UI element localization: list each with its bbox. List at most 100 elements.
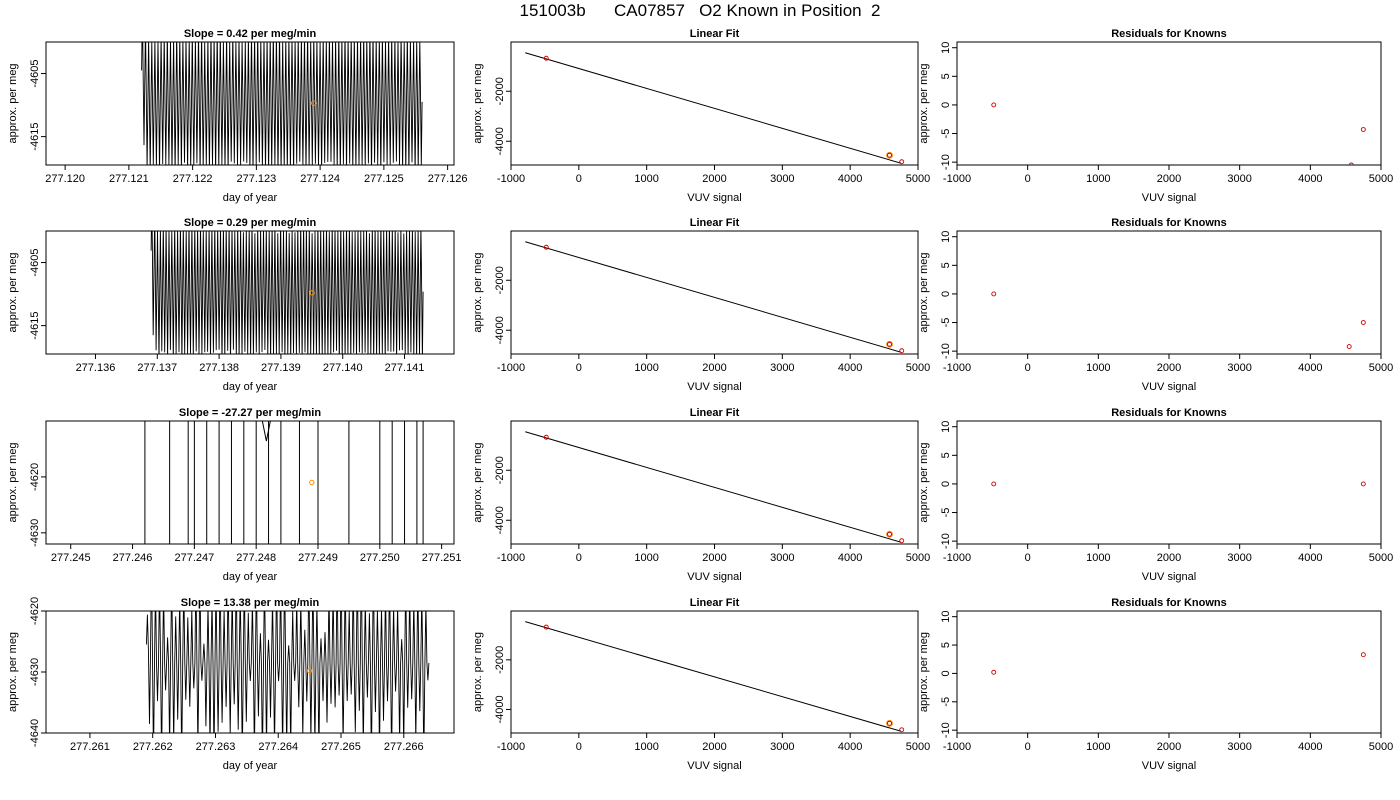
r4-resid-ytick-label: 0 bbox=[940, 670, 952, 676]
r1-linfit-data-point bbox=[887, 152, 892, 158]
r1-resid-frame bbox=[956, 41, 1382, 166]
r4-linfit-panel: Linear Fit -1000 0 1000 2000 3000 4000 5000 -200… bbox=[472, 597, 930, 772]
r2-resid-ytick-label: 5 bbox=[940, 262, 952, 268]
r1-resid-xtick-label: 5000 bbox=[1369, 173, 1393, 185]
r3-linfit-fit-line bbox=[525, 431, 902, 543]
r3-timeseries-xtick-label: 277.250 bbox=[360, 552, 400, 564]
r2-linfit-highlight-point bbox=[886, 340, 893, 348]
r4-timeseries-xtick-label: 277.263 bbox=[196, 741, 236, 753]
r3-linfit-xlabel: VUV signal bbox=[687, 571, 741, 583]
r3-timeseries-marker bbox=[309, 479, 315, 486]
r2-timeseries-xtick-label: 277.140 bbox=[323, 362, 363, 374]
r1-resid-data-point bbox=[1348, 162, 1354, 165]
r2-resid-data-point bbox=[1346, 344, 1352, 350]
r1-linfit-highlight-point bbox=[886, 151, 893, 159]
r1-resid-ytick-label: -5 bbox=[940, 129, 952, 139]
r3-resid-ylabel: approx. per meg bbox=[918, 442, 930, 522]
r1-resid-ytick-label: 10 bbox=[940, 42, 952, 54]
r1-timeseries-xlabel: day of year bbox=[223, 192, 278, 204]
r2-linfit-ylabel: approx. per meg bbox=[472, 252, 484, 332]
r1-resid-data-point bbox=[991, 102, 997, 108]
r4-resid-xtick-label: 1000 bbox=[1086, 741, 1110, 753]
r2-timeseries-xlabel: day of year bbox=[223, 381, 278, 393]
r4-linfit-xtick-label: 4000 bbox=[838, 741, 862, 753]
r4-timeseries-ytick-label: -4630 bbox=[29, 658, 41, 686]
r4-timeseries-xtick-label: 277.264 bbox=[258, 741, 298, 753]
r4-linfit-highlight-point bbox=[886, 719, 893, 727]
r1-timeseries-xtick-label: 277.121 bbox=[109, 173, 149, 185]
r2-timeseries-xtick-label: 277.137 bbox=[137, 362, 177, 374]
r4-resid-xlabel: VUV signal bbox=[1142, 760, 1196, 772]
r2-linfit-data-point bbox=[899, 348, 905, 354]
r2-resid-xtick-label: 0 bbox=[1025, 362, 1031, 374]
r3-resid-panel: Residuals for Knowns -1000 0 1000 2000 3000 40… bbox=[918, 407, 1393, 583]
r3-timeseries-xtick-label: 277.249 bbox=[298, 552, 338, 564]
r1-linfit-xtick-label: 4000 bbox=[838, 173, 862, 185]
r1-timeseries-ylabel: approx. per meg bbox=[7, 63, 19, 143]
r4-linfit-data-point bbox=[887, 720, 892, 726]
r2-timeseries-xtick-label: 277.141 bbox=[385, 362, 425, 374]
r1-timeseries-plot-area bbox=[141, 42, 423, 165]
r1-resid-data-point bbox=[1360, 127, 1366, 132]
r2-resid-xtick-label: 3000 bbox=[1227, 362, 1251, 374]
r1-resid-plot-area bbox=[991, 102, 1366, 165]
r4-linfit-fit-line bbox=[525, 621, 902, 732]
r2-linfit-xtick-label: 0 bbox=[576, 362, 582, 374]
r4-timeseries-marker bbox=[306, 668, 313, 674]
r3-linfit-xtick-label: 2000 bbox=[702, 552, 726, 564]
r2-linfit-xtick-label: -1000 bbox=[497, 362, 525, 374]
r1-timeseries-trace bbox=[141, 42, 423, 165]
r2-linfit-ytick-label: -4000 bbox=[494, 316, 506, 344]
r3-resid-ytick-label: -5 bbox=[940, 508, 952, 518]
r4-linfit-xtick-label: 5000 bbox=[906, 741, 930, 753]
r1-linfit-panel: Linear Fit -1000 0 1000 2000 3000 4000 5000 -200… bbox=[472, 28, 930, 204]
r4-linfit-ytick-label: -4000 bbox=[494, 695, 506, 723]
r2-timeseries-trace bbox=[150, 231, 424, 354]
r1-resid-title: Residuals for Knowns bbox=[1111, 28, 1227, 40]
r1-linfit-data-point bbox=[543, 55, 549, 61]
r1-resid-xtick-label: 3000 bbox=[1227, 173, 1251, 185]
r2-linfit-xtick-label: 3000 bbox=[770, 362, 794, 374]
r3-timeseries-title: Slope = -27.27 per meg/min bbox=[179, 407, 321, 419]
r1-resid-xtick-label: 2000 bbox=[1157, 173, 1181, 185]
r2-linfit-title: Linear Fit bbox=[690, 217, 740, 229]
r4-timeseries-xtick-label: 277.262 bbox=[133, 741, 173, 753]
r1-timeseries-ytick-label: -4605 bbox=[29, 59, 41, 87]
r4-timeseries-ytick-label: -4620 bbox=[29, 597, 41, 625]
r3-linfit-title: Linear Fit bbox=[690, 407, 740, 419]
r2-resid-ytick-label: 10 bbox=[940, 231, 952, 243]
r1-timeseries-marker bbox=[311, 100, 317, 106]
r4-resid-title: Residuals for Knowns bbox=[1111, 597, 1227, 609]
r2-resid-xlabel: VUV signal bbox=[1142, 381, 1196, 393]
r2-resid-ytick-label: -5 bbox=[940, 318, 952, 328]
r2-resid-panel: Residuals for Knowns -1000 0 1000 2000 3000 40… bbox=[918, 217, 1393, 393]
r2-resid-data-point bbox=[1360, 320, 1366, 325]
r3-linfit-highlight-point bbox=[886, 530, 893, 538]
r3-linfit-data-point bbox=[899, 538, 905, 544]
r2-timeseries-ytick-label: -4615 bbox=[29, 312, 41, 340]
r1-resid-xtick-label: 0 bbox=[1025, 173, 1031, 185]
r3-timeseries-ytick-label: -4630 bbox=[29, 519, 41, 547]
r2-timeseries-ylabel: approx. per meg bbox=[7, 252, 19, 332]
r2-resid-frame bbox=[956, 230, 1382, 355]
r4-resid-plot-area bbox=[991, 652, 1366, 675]
r2-linfit-xtick-label: 1000 bbox=[634, 362, 658, 374]
r2-timeseries-ytick-label: -4605 bbox=[29, 248, 41, 276]
r4-resid-panel: Residuals for Knowns -1000 0 1000 2000 3000 40… bbox=[918, 597, 1393, 772]
r1-timeseries-panel: Slope = 0.42 per meg/min 277.120 277.121 27… bbox=[7, 28, 468, 204]
r2-timeseries-panel: Slope = 0.29 per meg/min 277.136 277.137 27… bbox=[7, 217, 455, 393]
r3-linfit-panel: Linear Fit -1000 0 1000 2000 3000 4000 5000 -200… bbox=[472, 407, 930, 583]
r4-linfit-xtick-label: 2000 bbox=[702, 741, 726, 753]
r2-linfit-xtick-label: 2000 bbox=[702, 362, 726, 374]
r4-timeseries-xtick-label: 277.266 bbox=[384, 741, 424, 753]
r2-resid-plot-area bbox=[991, 291, 1366, 350]
r1-timeseries-xtick-label: 277.122 bbox=[173, 173, 213, 185]
r1-resid-ylabel: approx. per meg bbox=[918, 63, 930, 143]
r4-resid-ytick-label: -10 bbox=[940, 722, 952, 738]
r3-resid-ytick-label: 0 bbox=[940, 481, 952, 487]
r2-resid-ylabel: approx. per meg bbox=[918, 252, 930, 332]
r2-linfit-xtick-label: 4000 bbox=[838, 362, 862, 374]
page-title: 151003b CA07857 O2 Known in Position 2 bbox=[519, 1, 881, 20]
r4-resid-xtick-label: 4000 bbox=[1298, 741, 1322, 753]
r3-linfit-xtick-label: 1000 bbox=[634, 552, 658, 564]
